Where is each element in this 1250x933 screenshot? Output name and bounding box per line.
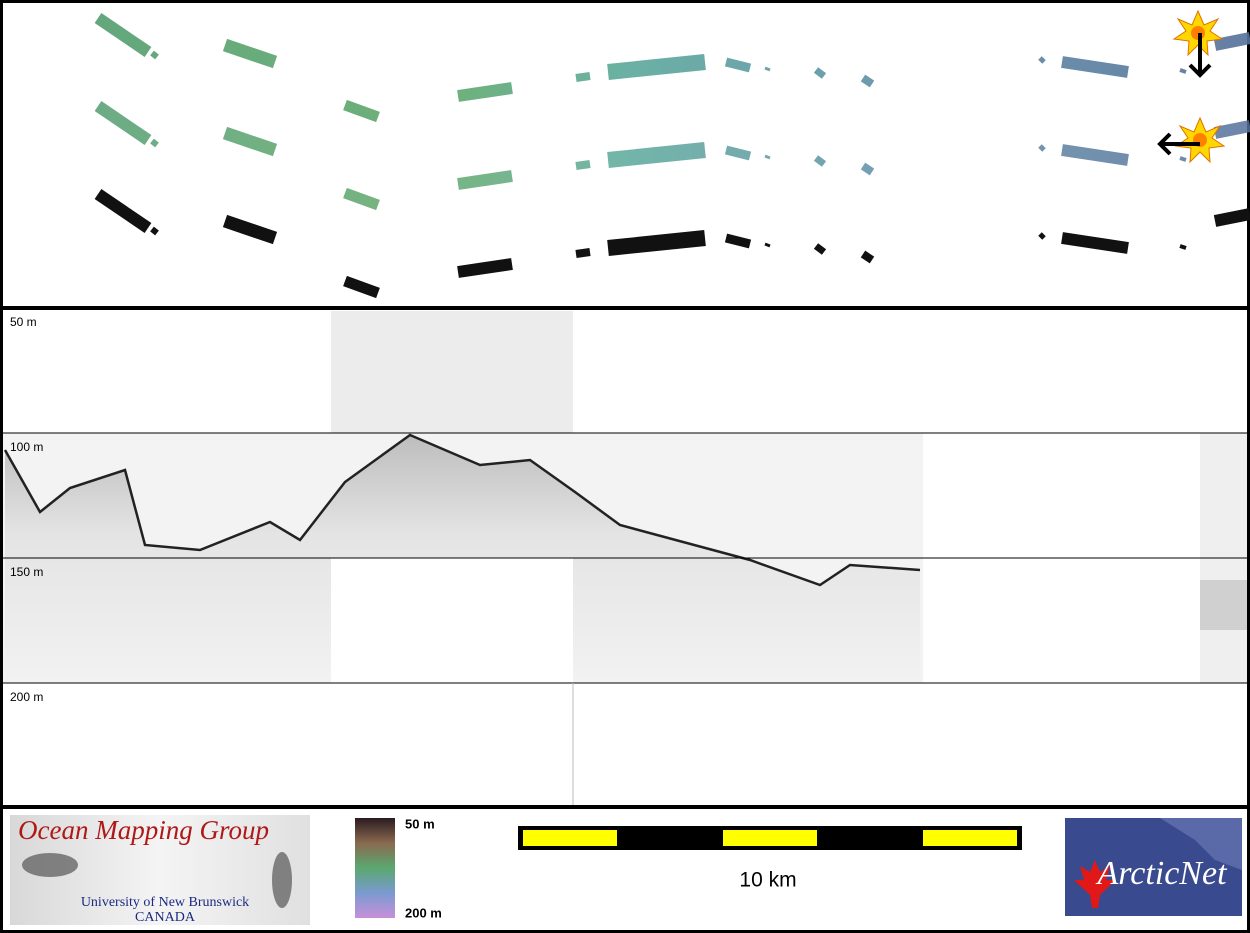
maple-leaf bbox=[1074, 860, 1116, 908]
swath-strip bbox=[94, 189, 152, 233]
swath-strip bbox=[222, 38, 278, 69]
scale-bar-segment bbox=[523, 830, 617, 846]
swath-strip bbox=[1179, 156, 1187, 162]
logo-country: CANADA bbox=[135, 910, 196, 925]
seafloor-fill bbox=[5, 435, 920, 683]
swath-strip bbox=[1213, 32, 1250, 51]
swath-map bbox=[94, 13, 1250, 299]
sun-icon bbox=[1172, 9, 1224, 78]
sun-icon bbox=[1157, 116, 1226, 164]
swath-strip bbox=[1061, 56, 1129, 78]
swath-strip bbox=[724, 57, 752, 73]
swath-strip bbox=[724, 145, 752, 161]
swath-strip bbox=[94, 101, 152, 145]
swath-strip bbox=[724, 233, 752, 249]
swath-strip bbox=[813, 243, 827, 255]
swath-strip bbox=[343, 187, 380, 211]
swath-strip bbox=[607, 230, 706, 256]
logo-graphic bbox=[22, 853, 78, 877]
logo-university: University of New Brunswick bbox=[81, 895, 249, 910]
seafloor-line bbox=[3, 433, 921, 587]
swath-strip bbox=[150, 50, 159, 60]
swath-strip bbox=[1179, 244, 1187, 250]
swath-strip bbox=[860, 162, 875, 176]
logo-title: Ocean Mapping Group bbox=[18, 815, 269, 845]
swath-strip bbox=[343, 275, 380, 299]
swath-strip bbox=[1038, 144, 1046, 152]
swath-strip bbox=[575, 160, 591, 170]
swath-strip bbox=[813, 67, 827, 79]
swath-strip bbox=[222, 214, 278, 245]
swath-strip bbox=[1213, 120, 1250, 139]
depth-label: 50 m bbox=[10, 315, 37, 329]
depth-label: 150 m bbox=[10, 565, 43, 579]
swath-strip bbox=[1061, 144, 1129, 166]
swath-strip bbox=[860, 250, 875, 264]
profile-patch bbox=[331, 311, 573, 433]
profile-panel: 50 m 100 m 150 m 200 m bbox=[3, 311, 1247, 805]
scale-bar-segment bbox=[723, 830, 817, 846]
color-bar-label: 200 m bbox=[405, 905, 442, 920]
omg-logo: Ocean Mapping Group University of New Br… bbox=[10, 815, 310, 925]
color-bar bbox=[355, 818, 395, 918]
swath-strip bbox=[150, 138, 159, 148]
swath-strip bbox=[457, 170, 513, 190]
swath-strip bbox=[1061, 232, 1129, 254]
depth-label: 100 m bbox=[10, 440, 43, 454]
swath-strip bbox=[1213, 208, 1250, 227]
scale-bar: 10 km bbox=[518, 826, 1022, 892]
scale-bar-label: 10 km bbox=[739, 869, 796, 892]
swath-strip bbox=[860, 74, 875, 88]
swath-strip bbox=[764, 66, 771, 72]
swath-strip bbox=[1038, 232, 1046, 240]
arcticnet-logo: ArcticNet bbox=[1065, 818, 1242, 916]
swath-strip bbox=[457, 258, 513, 278]
swath-strip bbox=[575, 248, 591, 258]
scale-bar-segment bbox=[923, 830, 1017, 846]
swath-strip bbox=[813, 155, 827, 167]
swath-strip bbox=[607, 142, 706, 168]
swath-strip bbox=[222, 126, 278, 157]
color-bar-label: 50 m bbox=[405, 816, 435, 831]
swath-strip bbox=[94, 13, 152, 57]
swath-strip bbox=[575, 72, 591, 82]
swath-strip bbox=[607, 54, 706, 80]
logo-graphic bbox=[1160, 818, 1242, 870]
depth-label: 200 m bbox=[10, 690, 43, 704]
swath-strip bbox=[343, 99, 380, 123]
swath-strip bbox=[457, 82, 513, 102]
swath-strip bbox=[150, 226, 159, 236]
logo-name: ArcticNet bbox=[1095, 855, 1228, 892]
swath-strip bbox=[1179, 68, 1187, 74]
swath-strip bbox=[764, 242, 771, 248]
logo-graphic bbox=[272, 852, 292, 908]
profile-patch bbox=[1200, 580, 1247, 630]
swath-strip bbox=[1038, 56, 1046, 64]
swath-strip bbox=[764, 154, 771, 160]
